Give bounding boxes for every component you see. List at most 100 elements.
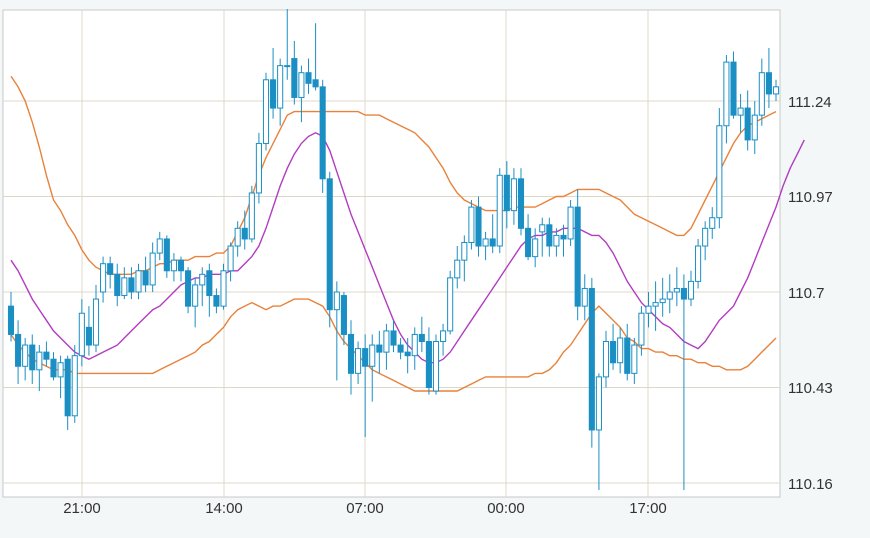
candle	[234, 221, 241, 257]
candle	[461, 235, 468, 282]
candle-body-up	[539, 224, 546, 233]
candle-body-up	[447, 277, 454, 332]
candle-body-down	[43, 351, 50, 360]
candle	[560, 224, 567, 257]
candle	[255, 132, 262, 204]
candle	[213, 288, 220, 314]
candle-body-down	[610, 341, 617, 364]
candle	[539, 217, 546, 257]
candle-body-up	[617, 337, 624, 364]
candle-body-up	[156, 238, 163, 254]
candle	[695, 238, 702, 289]
candle	[496, 168, 503, 254]
candle-body-up	[595, 376, 602, 431]
candle	[298, 65, 305, 123]
candle-body-up	[78, 312, 85, 357]
candle-body-up	[100, 263, 107, 293]
candle	[723, 55, 730, 144]
candle-body-up	[121, 277, 128, 297]
candle	[107, 256, 114, 289]
candle-body-up	[602, 341, 610, 378]
candle-body-down	[546, 224, 553, 247]
candle	[624, 323, 631, 381]
candle-body-up	[36, 351, 43, 371]
candle	[411, 327, 418, 370]
y-tick-label: 110.16	[788, 476, 833, 493]
candle	[447, 270, 454, 335]
candle	[638, 306, 645, 356]
candle-body-down	[326, 178, 333, 311]
candle-body-up	[369, 344, 376, 367]
x-tick-label: 21:00	[63, 500, 101, 517]
candle-body-up	[57, 362, 64, 378]
candle-body-up	[355, 348, 362, 374]
candle-body-down	[340, 295, 347, 335]
candle-body-down	[560, 234, 567, 240]
candle	[631, 337, 638, 384]
plot-area	[2, 9, 781, 498]
candle	[772, 79, 780, 101]
candle	[92, 284, 100, 353]
candle	[687, 270, 695, 307]
y-tick-label: 110.97	[788, 189, 833, 206]
candle	[177, 256, 185, 282]
candle-body-down	[347, 333, 355, 374]
candle-body-down	[588, 287, 595, 431]
candle-body-down	[418, 333, 425, 343]
candle	[305, 58, 312, 94]
candle	[730, 51, 737, 119]
candle	[100, 256, 107, 303]
candle	[135, 263, 142, 300]
candle-body-up	[440, 330, 447, 343]
candle-body-up	[645, 305, 652, 314]
candle-body-down	[376, 344, 383, 353]
candle-body-down	[128, 277, 135, 293]
candle	[170, 253, 177, 282]
candle	[326, 171, 333, 328]
candle	[595, 373, 602, 491]
candle-body-down	[85, 326, 92, 346]
candle	[546, 217, 553, 257]
candle	[362, 334, 369, 438]
candle-body-down	[107, 263, 114, 275]
candle-body-down	[517, 178, 525, 229]
candle	[43, 341, 50, 367]
candle	[78, 299, 85, 367]
candle	[156, 231, 163, 261]
candle-body-up	[298, 72, 305, 98]
candle-body-down	[680, 287, 687, 300]
candle-body-down	[503, 174, 510, 212]
candle-body-up	[220, 270, 227, 307]
candle	[142, 256, 149, 292]
candle	[71, 345, 78, 423]
candle	[192, 277, 199, 328]
candle-body-down	[312, 79, 319, 88]
candle-body-up	[751, 114, 758, 141]
candle	[454, 246, 461, 289]
candle	[227, 242, 234, 282]
candle	[588, 277, 595, 448]
candle	[744, 90, 751, 151]
candle	[57, 355, 64, 399]
candle	[553, 228, 560, 257]
candle-body-down	[475, 206, 482, 247]
candle	[291, 40, 298, 105]
candle	[758, 58, 765, 126]
candle	[440, 323, 447, 356]
candle-body-down	[362, 348, 369, 367]
candle-body-up	[652, 302, 659, 307]
candle	[333, 281, 340, 381]
candle	[765, 47, 772, 109]
candle	[121, 267, 128, 300]
candle	[29, 334, 36, 384]
candle-body-down	[291, 58, 298, 98]
candle-body-up	[553, 234, 560, 247]
candle-body-up	[673, 287, 680, 293]
candle	[510, 168, 517, 225]
candle	[610, 323, 617, 370]
candle	[525, 214, 532, 261]
y-axis: 111.24 110.97 110.7 110.43 110.16	[788, 94, 833, 493]
candle-body-down	[7, 305, 15, 335]
candle	[680, 274, 687, 491]
candle-body-up	[532, 238, 539, 258]
